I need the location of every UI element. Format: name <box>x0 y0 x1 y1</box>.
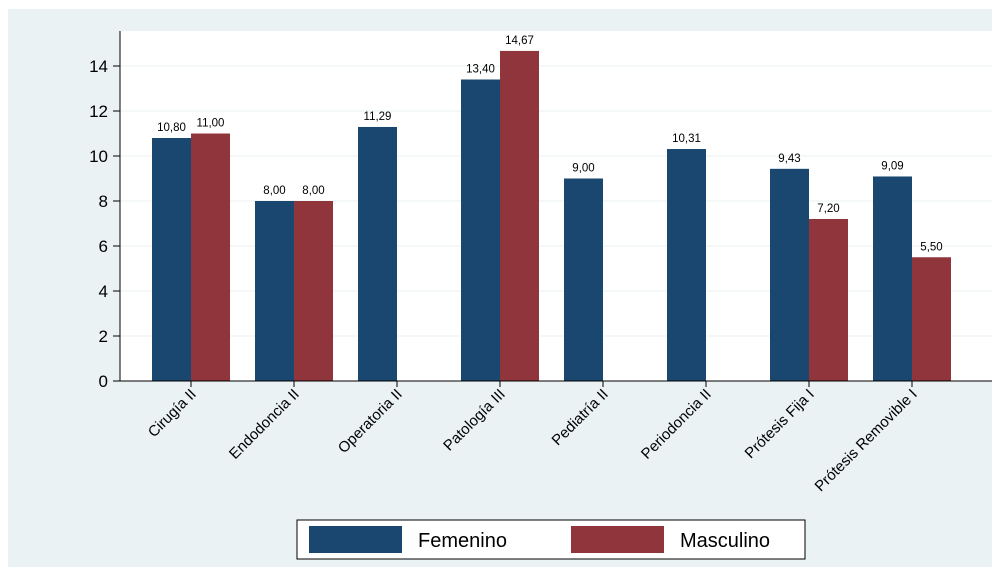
data-label: 14,67 <box>505 35 534 47</box>
data-label: 11,29 <box>364 111 392 123</box>
axes <box>119 31 992 382</box>
data-label: 7,20 <box>817 203 839 215</box>
y-tick-label: 10 <box>89 147 108 166</box>
bar-masculino <box>500 50 539 382</box>
legend-label-femenino: Femenino <box>418 530 507 552</box>
x-category-label: Operatoria II <box>335 386 406 457</box>
x-category-label: Periodoncia II <box>638 386 715 463</box>
bar-femenino <box>358 126 397 381</box>
data-label: 9,00 <box>572 163 594 175</box>
bars <box>152 50 951 382</box>
bar-masculino <box>294 201 333 381</box>
bar-masculino <box>191 133 230 381</box>
bar-femenino <box>564 178 603 381</box>
data-labels: 10,80 11,00 8,00 8,00 11,29 13,40 14,67 9,00 10,… <box>157 35 943 253</box>
y-tick-label: 6 <box>99 237 108 256</box>
x-category-label: Patología III <box>440 386 509 455</box>
data-label: 5,50 <box>920 241 942 253</box>
y-tick-label: 0 <box>99 372 108 391</box>
data-label: 10,80 <box>157 122 186 134</box>
y-ticks: 0 2 4 6 8 10 12 14 <box>89 57 120 391</box>
bar-chart: 0 2 4 6 8 10 12 14 Cirugía II Endodoncia II Opera… <box>89 31 992 560</box>
x-category-label: Pediatría II <box>549 386 612 449</box>
bar-femenino <box>873 176 912 381</box>
bar-femenino <box>152 138 191 381</box>
x-category-label: Prótesis Fija I <box>742 386 818 462</box>
x-category-labels: Cirugía II Endodoncia II Operatoria II Pato… <box>145 381 921 495</box>
legend-swatch-femenino <box>309 526 402 553</box>
bar-femenino <box>461 79 500 381</box>
chart-frame: 0 2 4 6 8 10 12 14 Cirugía II Endodoncia II Opera… <box>8 9 992 567</box>
x-category-label: Endodoncia II <box>226 386 303 463</box>
legend-label-masculino: Masculino <box>680 530 770 552</box>
data-label: 8,00 <box>263 185 285 197</box>
x-category-label: Prótesis Removible I <box>812 386 921 495</box>
data-label: 10,31 <box>672 133 701 145</box>
data-label: 11,00 <box>197 118 225 130</box>
y-tick-label: 8 <box>99 192 108 211</box>
data-label: 13,40 <box>466 64 495 76</box>
legend: Femenino Masculino <box>296 519 806 560</box>
bar-masculino <box>809 219 848 381</box>
y-tick-label: 4 <box>99 282 108 301</box>
bar-femenino <box>667 149 706 381</box>
y-tick-label: 14 <box>89 57 108 76</box>
y-tick-label: 12 <box>89 102 108 121</box>
x-category-label: Cirugía II <box>145 386 200 441</box>
bar-masculino <box>912 257 951 381</box>
y-tick-label: 2 <box>99 327 108 346</box>
bar-femenino <box>770 168 809 381</box>
data-label: 9,09 <box>881 160 903 172</box>
plot-area <box>120 31 992 381</box>
bar-femenino <box>255 201 294 381</box>
data-label: 9,43 <box>778 153 800 165</box>
data-label: 8,00 <box>302 185 324 197</box>
legend-swatch-masculino <box>571 526 664 553</box>
